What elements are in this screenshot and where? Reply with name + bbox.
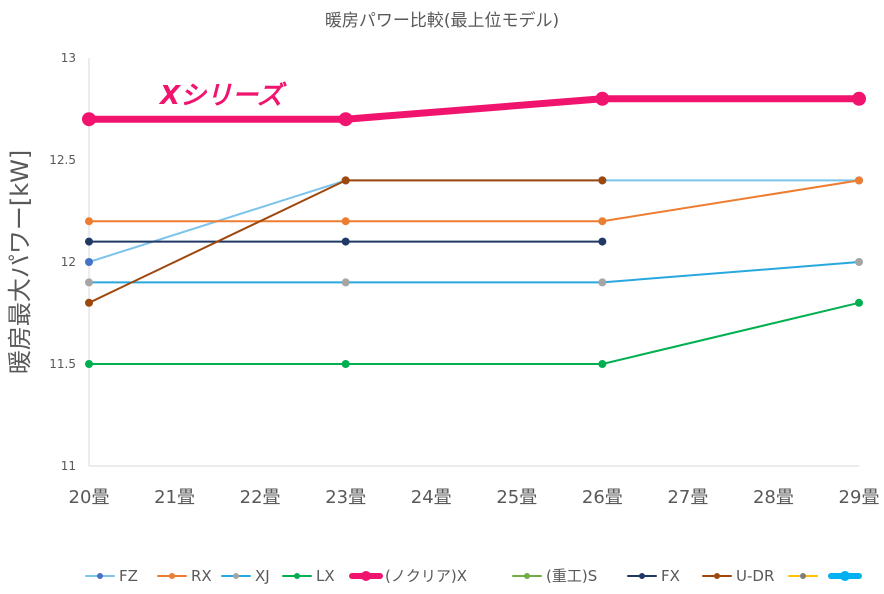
x-tick-label: 20畳	[69, 487, 110, 508]
data-point	[85, 258, 93, 266]
legend: FZ RX XJ LX (ノクリア)X (重工)S FX U-DR	[85, 567, 862, 585]
data-point	[852, 91, 866, 106]
legend-label: LX	[316, 567, 335, 585]
data-point	[598, 278, 607, 287]
series-line	[88, 261, 860, 284]
data-point	[598, 360, 607, 368]
series-line	[85, 95, 863, 123]
y-tick-label: 13	[61, 51, 76, 65]
legend-label: FX	[661, 567, 680, 585]
legend-marker	[233, 573, 239, 579]
x-tick-label: 23畳	[325, 487, 366, 508]
chart-title: 暖房パワー比較(最上位モデル)	[325, 10, 559, 31]
x-tick-label: 24畳	[411, 487, 452, 508]
x-tick-label: 29畳	[839, 487, 880, 508]
legend-label: RX	[191, 567, 212, 585]
legend-marker	[169, 573, 175, 579]
x-tick-label: 26畳	[582, 487, 623, 508]
legend-marker	[639, 573, 645, 579]
data-point	[855, 258, 863, 266]
y-tick-label: 11.5	[49, 357, 76, 371]
legend-marker	[97, 573, 103, 579]
data-point	[341, 360, 350, 368]
x-tick-label: 27畳	[667, 487, 708, 508]
legend-label: XJ	[255, 567, 270, 585]
series-line	[88, 301, 860, 365]
data-point	[85, 237, 93, 246]
data-point	[341, 176, 350, 185]
x-tick-label: 21畳	[154, 487, 195, 508]
data-point	[341, 278, 350, 287]
data-point	[85, 217, 93, 226]
data-point	[338, 112, 353, 127]
legend-label: (ノクリア)X	[385, 567, 467, 585]
legend-label: (重工)S	[546, 567, 597, 585]
data-point	[598, 217, 607, 226]
legend-label: U-DR	[736, 567, 774, 585]
y-axis-label: 暖房最大パワー[kW]	[6, 150, 34, 374]
legend-marker	[524, 573, 530, 579]
x-tick-label: 22畳	[240, 487, 281, 508]
legend-marker	[800, 573, 806, 579]
legend-marker	[714, 573, 720, 579]
legend-marker	[840, 571, 850, 581]
data-point	[85, 360, 93, 368]
data-point	[598, 237, 607, 246]
series-line	[88, 179, 860, 223]
x-tick-label: 25畳	[496, 487, 537, 508]
data-point	[341, 217, 350, 226]
y-tick-label: 11	[61, 459, 76, 473]
data-point	[855, 176, 863, 185]
data-point	[85, 278, 93, 287]
data-point	[598, 176, 607, 185]
legend-marker	[361, 571, 371, 581]
data-point	[341, 237, 350, 246]
data-point	[855, 298, 863, 307]
data-point	[595, 91, 610, 106]
x-tick-label: 28畳	[753, 487, 794, 508]
series-annotation: Xシリーズ	[158, 81, 287, 111]
legend-label: FZ	[119, 567, 138, 585]
y-tick-label: 12	[61, 255, 76, 269]
plot-area: 11 11.5 12 12.5 13 20畳 21畳 22畳 23畳 24畳 25畳 26畳 27畳 28…	[49, 51, 879, 508]
legend-marker	[294, 573, 300, 579]
data-point	[82, 112, 96, 127]
y-tick-label: 12.5	[49, 153, 76, 167]
data-point	[85, 298, 93, 307]
